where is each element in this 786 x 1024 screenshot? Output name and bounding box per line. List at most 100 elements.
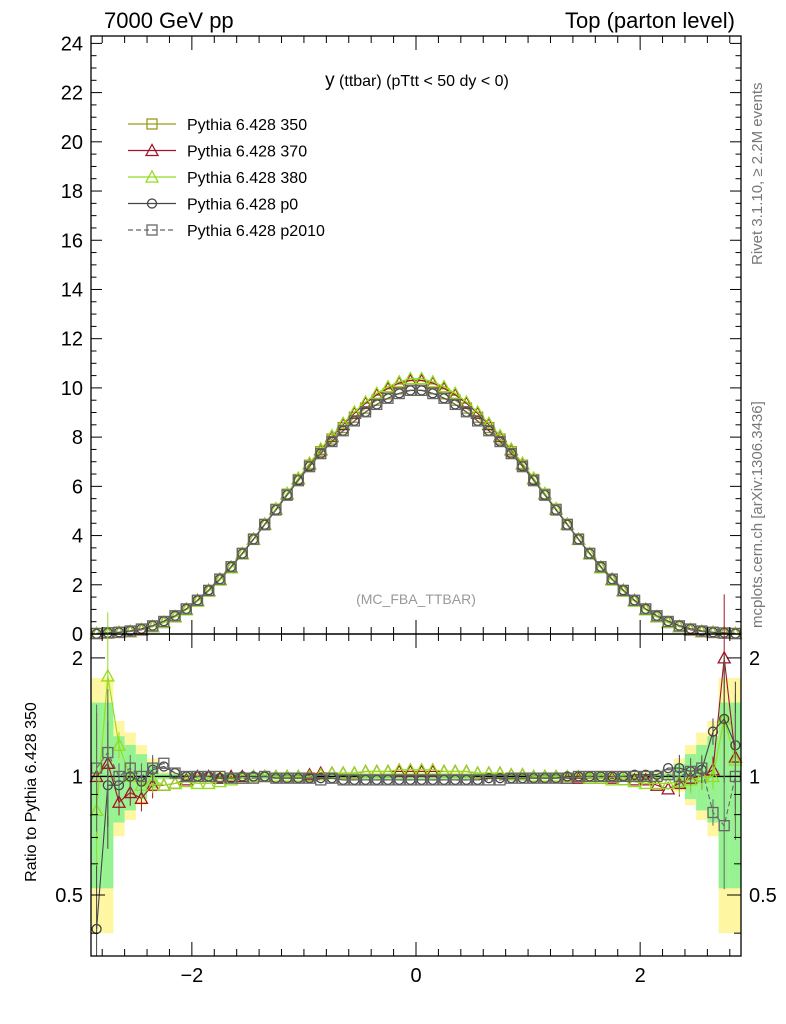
legend-item-4: Pythia 6.428 p2010 [128, 223, 325, 240]
ratio-point [281, 772, 293, 784]
ratio-point [113, 770, 125, 783]
data-point [404, 384, 417, 397]
data-point [526, 470, 541, 484]
data-point [605, 572, 620, 586]
legend-label: Pythia 6.428 380 [187, 170, 307, 187]
ratio-point [707, 726, 719, 737]
legend-marker [144, 169, 160, 183]
ratio-point [550, 772, 562, 784]
legend-marker [146, 224, 158, 236]
data-point [158, 615, 170, 628]
ratio-point [663, 762, 674, 774]
ratio-point [315, 774, 327, 786]
ratio-point [427, 774, 439, 786]
data-point [707, 626, 719, 638]
rivet-label: Rivet 3.1.10, ≥ 2.2M events [749, 83, 766, 266]
data-point [281, 489, 293, 501]
data-point [640, 603, 652, 615]
ratio-point [291, 769, 306, 783]
ratio-point [684, 765, 697, 778]
ratio-point [382, 774, 394, 786]
ratio-point [459, 764, 474, 778]
legend-item-1: Pythia 6.428 370 [128, 143, 307, 161]
y-tick-label: 10 [61, 378, 83, 400]
ratio-point [718, 820, 730, 832]
data-point [593, 560, 609, 574]
ratio-point [516, 772, 529, 784]
ratio-point [683, 772, 698, 786]
header-left: 7000 GeV pp [104, 8, 234, 33]
ratio-line [96, 751, 736, 827]
ratio-point [638, 772, 653, 786]
ratio-point [448, 764, 463, 778]
ratio-point [180, 770, 192, 783]
data-point [247, 533, 260, 545]
ratio-point [337, 774, 349, 786]
chart-title-text: (ttbar) (pTtt < 50 dy < 0) [335, 73, 509, 90]
legend-marker [144, 143, 160, 157]
ratio-point [134, 790, 149, 804]
data-point [617, 584, 629, 597]
ratio-point [280, 769, 295, 783]
data-point [270, 504, 282, 516]
ratio-point [673, 770, 686, 783]
y-tick-label: 18 [61, 181, 83, 203]
data-point [291, 470, 306, 484]
legend-label: Pythia 6.428 p2010 [187, 223, 325, 240]
ratio-point [302, 769, 317, 783]
ratio-point [380, 764, 396, 778]
data-point [337, 425, 349, 437]
ratio-point [661, 776, 676, 790]
data-point [292, 475, 304, 487]
legend-label: Pythia 6.428 370 [187, 144, 307, 161]
ratio-point [649, 776, 665, 790]
ratio-series-2 [89, 612, 743, 874]
ratio-point [449, 774, 461, 786]
ratio-point [537, 769, 552, 783]
ratio-point [436, 764, 452, 778]
data-point [438, 392, 450, 404]
ratio-point [471, 774, 484, 786]
ratio-point [201, 776, 216, 790]
ratio-point [359, 774, 372, 786]
ratio-point [190, 776, 205, 790]
data-point [324, 428, 340, 442]
mcplots-label: mcplots.cern.ch [arXiv:1306.3436] [749, 401, 766, 628]
ratio-point [505, 772, 517, 784]
ratio-point [649, 777, 665, 791]
data-point [673, 620, 686, 632]
y-tick-label: 20 [61, 132, 83, 154]
data-point [537, 486, 552, 500]
ratio-series-3 [91, 655, 741, 956]
ratio-point [347, 765, 362, 779]
ratio-point [719, 713, 730, 725]
ratio-panel: 0.5 0.51 12 2−2 0 2 Ratio to Pythia 6.428 350 [23, 594, 777, 987]
ratio-point [651, 770, 663, 783]
ratio-point [348, 774, 361, 786]
data-point [696, 625, 708, 637]
main-series-group [89, 371, 743, 640]
data-point [494, 435, 506, 448]
ratio-point [696, 762, 708, 774]
ratio-point [191, 770, 204, 783]
ratio-series-group [89, 594, 743, 956]
data-point [662, 615, 674, 628]
data-point [212, 572, 227, 586]
legend-label: Pythia 6.428 p0 [187, 197, 298, 214]
data-point [259, 519, 271, 531]
ratio-series-4 [90, 688, 742, 890]
data-point [425, 374, 440, 388]
data-point [146, 620, 159, 632]
data-point [214, 573, 226, 585]
data-point [595, 561, 607, 573]
ratio-point [111, 737, 127, 751]
ratio-point [593, 770, 609, 784]
series-4 [90, 384, 742, 640]
ratio-point [145, 772, 160, 786]
ratio-point [223, 772, 239, 786]
ratio-point [214, 770, 226, 783]
data-point [190, 593, 205, 607]
ratio-point [100, 668, 115, 682]
data-point [638, 602, 653, 616]
